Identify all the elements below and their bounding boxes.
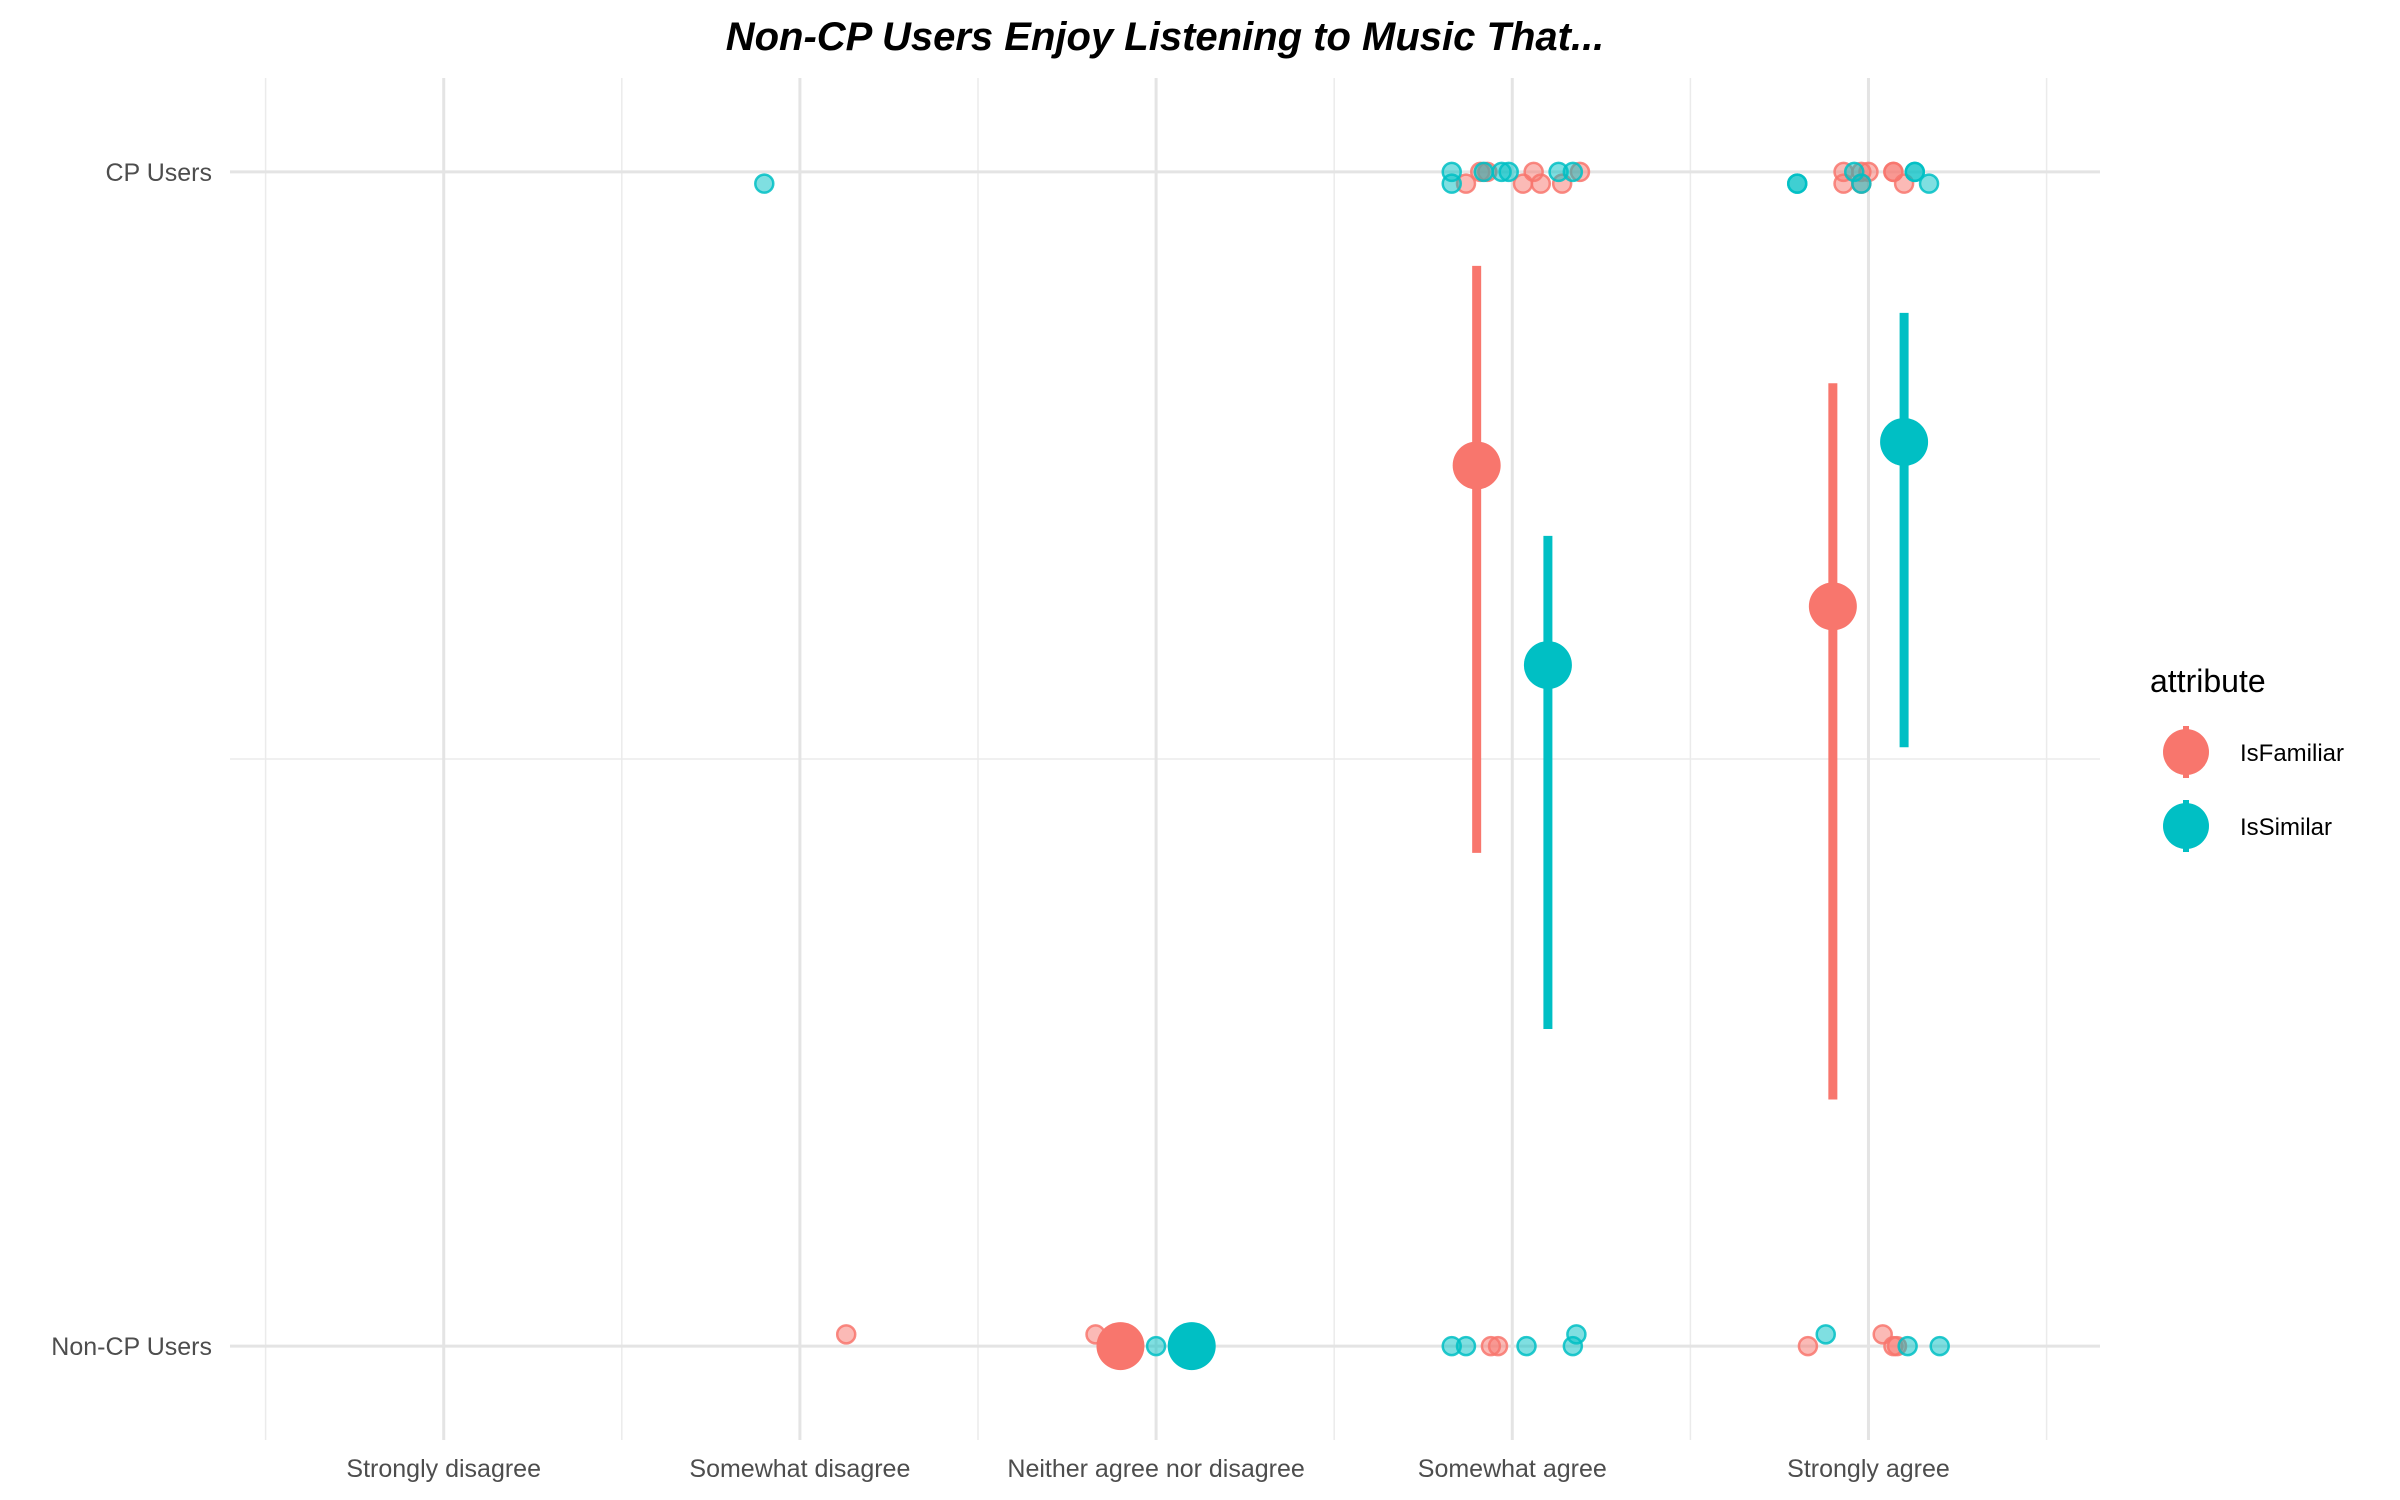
summary-point (1523, 641, 1572, 690)
x-tick-label: Somewhat agree (1418, 1455, 1607, 1483)
chart-title: Non-CP Users Enjoy Listening to Music Th… (726, 15, 1605, 59)
data-point (1473, 161, 1495, 183)
legend-label: IsSimilar (2240, 814, 2332, 841)
x-tick-label: Neither agree nor disagree (1007, 1455, 1304, 1483)
data-point (1918, 173, 1940, 194)
x-tick-label: Strongly agree (1787, 1455, 1950, 1483)
data-point (1815, 1324, 1836, 1345)
summary-ranges (1472, 265, 1909, 1100)
data-point (1851, 173, 1872, 194)
data-point (1487, 1335, 1509, 1357)
data-point (1797, 1335, 1819, 1357)
data-point (1145, 1335, 1167, 1357)
data-point (1530, 173, 1552, 194)
data-point (1562, 161, 1584, 183)
summary-point (1452, 441, 1501, 490)
data-point (1516, 1335, 1537, 1357)
legend-key-point (2163, 729, 2209, 775)
data-point (1897, 1335, 1918, 1357)
summary-point (1167, 1322, 1216, 1371)
data-point (1786, 173, 1808, 194)
data-point (1883, 161, 1904, 183)
data-point (1441, 173, 1462, 194)
legend-label: IsFamiliar (2240, 740, 2344, 767)
summary-points (1096, 417, 1929, 1371)
data-point (1498, 161, 1519, 183)
x-tick-labels: Strongly disagree Somewhat disagree Neithe… (346, 1455, 1949, 1483)
minor-gridlines (230, 78, 2100, 1440)
y-tick-labels: Non-CP Users CP Users (51, 159, 212, 1361)
data-point (1455, 1335, 1477, 1357)
y-tick-label: Non-CP Users (51, 1333, 212, 1361)
legend-key-point (2163, 803, 2209, 849)
x-tick-label: Strongly disagree (346, 1455, 541, 1483)
y-tick-label: CP Users (105, 159, 212, 187)
data-point (835, 1324, 857, 1345)
x-tick-label: Somewhat disagree (689, 1455, 910, 1483)
summary-point (1880, 417, 1929, 466)
legend: attribute IsFamiliar IsSimilar (2150, 663, 2344, 852)
summary-point (1808, 582, 1857, 631)
summary-point (1096, 1322, 1145, 1371)
data-point (1562, 1335, 1584, 1357)
data-point (1904, 161, 1926, 183)
jitter-points (754, 161, 1950, 1357)
legend-title: attribute (2150, 663, 2266, 699)
data-point (754, 173, 775, 194)
data-point (1929, 1335, 1950, 1357)
